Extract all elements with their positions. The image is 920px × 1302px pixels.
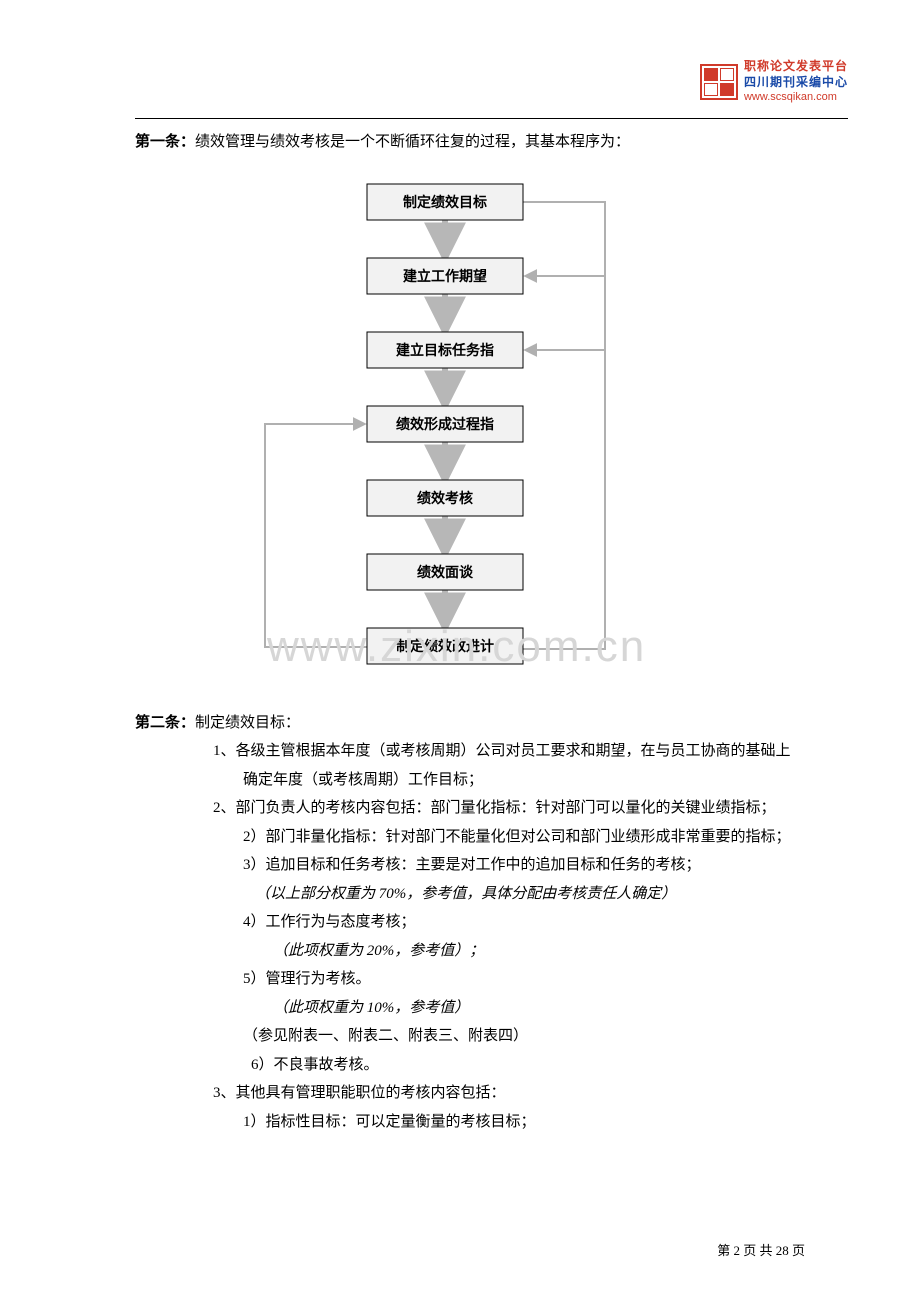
header-logo: 职称论文发表平台 四川期刊采编中心 www.scsqikan.com: [700, 58, 848, 105]
sub31-num: 1）: [243, 1114, 266, 1130]
sub4-num: 4）: [243, 914, 266, 930]
footer-suffix: 页: [789, 1243, 805, 1258]
logo-url: www.scsqikan.com: [744, 90, 848, 105]
logo-text: 职称论文发表平台 四川期刊采编中心 www.scsqikan.com: [744, 58, 848, 105]
section2-text: 制定绩效目标：: [195, 715, 300, 731]
svg-text:绩效面谈: 绩效面谈: [417, 564, 474, 581]
watermark: www.zixin.com.cn: [267, 605, 646, 689]
note-10: （此项权重为 10%，参考值）: [273, 994, 805, 1023]
section2-heading: 第二条：: [135, 715, 195, 731]
sub-item-6: 6）不良事故考核。: [251, 1051, 805, 1080]
sub31-text: 指标性目标：可以定量衡量的考核目标；: [266, 1114, 536, 1130]
logo-line1: 职称论文发表平台: [744, 58, 848, 74]
section1-heading: 第一条：: [135, 134, 195, 150]
footer-prefix: 第: [717, 1243, 733, 1258]
sub-item-early-2: 2）部门非量化指标：针对部门不能量化但对公司和部门业绩形成非常重要的指标；: [243, 823, 805, 852]
item3-text: 其他具有管理职能职位的考核内容包括：: [236, 1085, 506, 1101]
sub-item-3-1: 1）指标性目标：可以定量衡量的考核目标；: [243, 1108, 805, 1137]
svg-text:绩效考核: 绩效考核: [417, 490, 473, 507]
page-footer: 第 2 页 共 28 页: [717, 1239, 805, 1264]
sub6-text: 不良事故考核。: [274, 1057, 379, 1073]
svg-text:建立工作期望: 建立工作期望: [403, 268, 487, 285]
list-item-1: 1、各级主管根据本年度（或考核周期）公司对员工要求和期望，在与员工协商的基础上确…: [213, 737, 805, 794]
section1-text: 绩效管理与绩效考核是一个不断循环往复的过程，其基本程序为：: [195, 134, 630, 150]
sub5-text: 管理行为考核。: [266, 971, 371, 987]
section1: 第一条：绩效管理与绩效考核是一个不断循环往复的过程，其基本程序为：: [135, 128, 805, 157]
sub6-num: 6）: [251, 1057, 274, 1073]
list-item-3: 3、其他具有管理职能职位的考核内容包括：: [213, 1079, 805, 1108]
sub-item-early-3: 3）追加目标和任务考核：主要是对工作中的追加目标和任务的考核；: [243, 851, 805, 880]
footer-mid: 页 共: [740, 1243, 776, 1258]
ref-tables: （参见附表一、附表二、附表三、附表四）: [243, 1022, 805, 1051]
logo-icon: [700, 64, 738, 100]
header-divider: [135, 118, 848, 119]
svg-text:制定绩效目标: 制定绩效目标: [403, 194, 487, 211]
svg-text:绩效形成过程指: 绩效形成过程指: [396, 416, 494, 433]
note-70: （以上部分权重为 70%，参考值，具体分配由考核责任人确定）: [255, 880, 805, 909]
sub4-text: 工作行为与态度考核；: [266, 914, 416, 930]
footer-total: 28: [776, 1243, 789, 1258]
section2: 第二条：制定绩效目标： 1、各级主管根据本年度（或考核周期）公司对员工要求和期望…: [135, 709, 805, 1137]
item3-num: 3、: [213, 1085, 236, 1101]
list-item-2: 2、部门负责人的考核内容包括：部门量化指标：针对部门可以量化的关键业绩指标；: [213, 794, 805, 823]
sub5-num: 5）: [243, 971, 266, 987]
flowchart: www.zixin.com.cn 制定绩效目标建立工作期望建立目标任务指绩效形成…: [135, 169, 805, 699]
note-20: （此项权重为 20%，参考值）；: [273, 937, 805, 966]
svg-text:建立目标任务指: 建立目标任务指: [396, 342, 494, 359]
logo-line2: 四川期刊采编中心: [744, 74, 848, 90]
sub-item-5: 5）管理行为考核。: [243, 965, 805, 994]
sub-item-4: 4）工作行为与态度考核；: [243, 908, 805, 937]
